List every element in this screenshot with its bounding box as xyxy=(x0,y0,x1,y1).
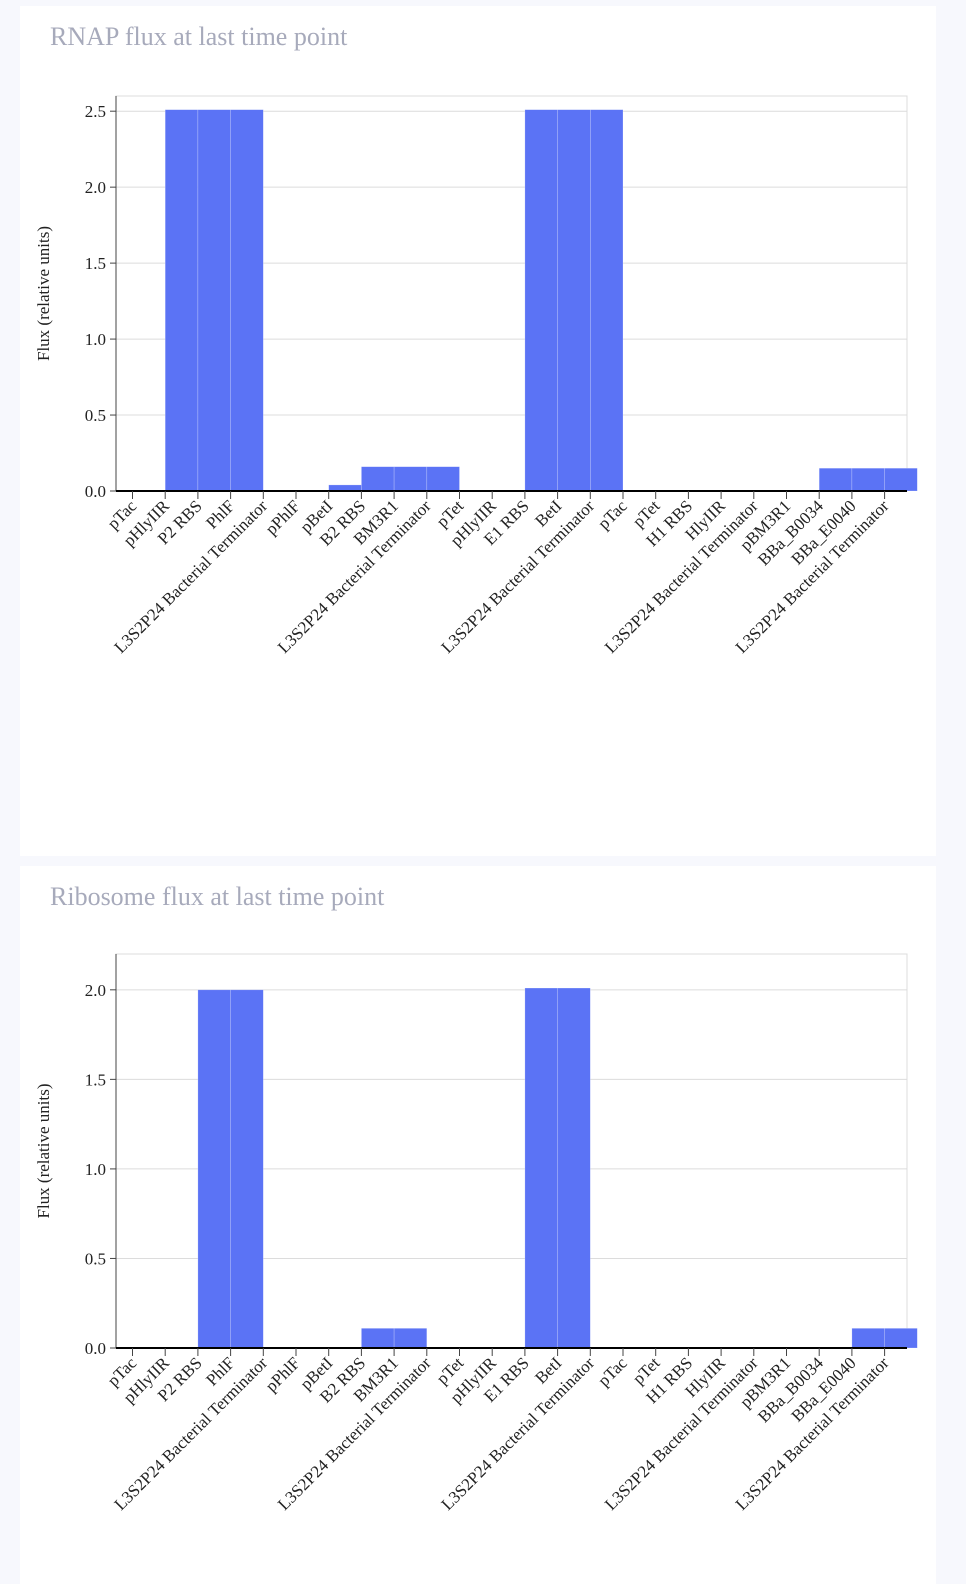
y-tick-label: 1.0 xyxy=(85,330,106,349)
bar xyxy=(884,1327,918,1349)
y-tick-label: 2.0 xyxy=(85,981,106,1000)
bar xyxy=(361,466,395,492)
bar xyxy=(230,989,264,1349)
y-axis-label: Flux (relative units) xyxy=(34,226,53,361)
bar xyxy=(393,466,428,492)
bar xyxy=(589,109,624,492)
y-tick-label: 0.5 xyxy=(85,406,106,425)
rnap-flux-panel: RNAP flux at last time point 0.0 0.5 1.0 1.… xyxy=(20,6,936,856)
bar xyxy=(851,467,885,492)
bar xyxy=(426,466,460,492)
y-tick-label: 1.5 xyxy=(85,254,106,273)
ribosome-flux-panel: Ribosome flux at last time point 0.0 0.5 1… xyxy=(20,866,936,1584)
bar xyxy=(884,467,918,492)
bar xyxy=(557,109,591,492)
y-tick-label: 1.5 xyxy=(85,1070,106,1089)
bar xyxy=(851,1327,885,1349)
bar xyxy=(393,1327,428,1349)
chart-title: RNAP flux at last time point xyxy=(50,22,348,51)
y-tick-label: 0.5 xyxy=(85,1249,106,1268)
bar xyxy=(524,987,558,1349)
y-axis-label: Flux (relative units) xyxy=(34,1083,53,1218)
y-tick-label: 0.0 xyxy=(85,482,106,501)
y-tick-label: 2.5 xyxy=(85,102,106,121)
chart-title: Ribosome flux at last time point xyxy=(50,882,385,911)
bar xyxy=(197,989,231,1349)
x-tick-label: pPhlF xyxy=(262,496,304,538)
bar xyxy=(524,109,558,492)
bar xyxy=(361,1327,395,1349)
y-tick-label: 0.0 xyxy=(85,1339,106,1358)
bar xyxy=(818,467,853,492)
bar xyxy=(164,109,199,492)
bar xyxy=(197,109,231,492)
bar xyxy=(557,987,591,1349)
x-tick-label: pTac xyxy=(594,1353,631,1390)
y-tick-label: 2.0 xyxy=(85,178,106,197)
y-tick-label: 1.0 xyxy=(85,1160,106,1179)
x-tick-label: pPhlF xyxy=(262,1353,304,1395)
x-tick-label: pTac xyxy=(594,496,631,533)
bar xyxy=(230,109,264,492)
